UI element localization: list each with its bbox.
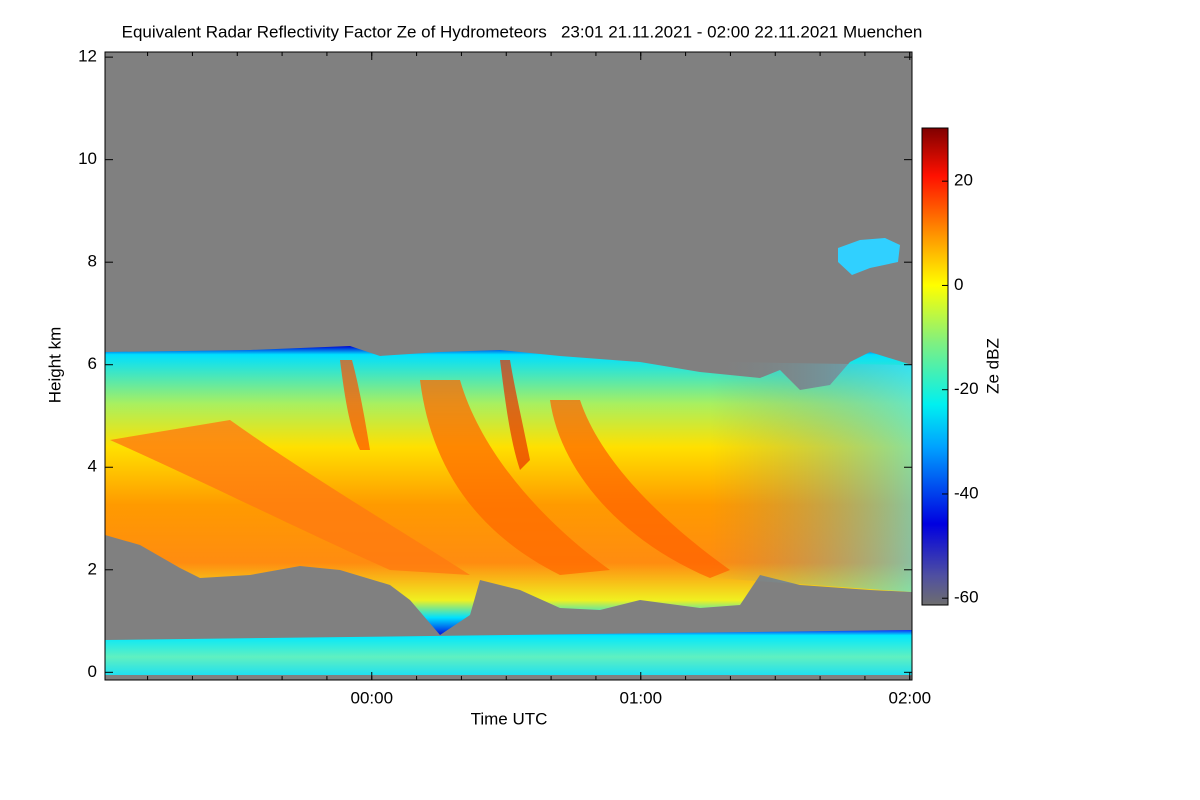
y-tick-label: 8 bbox=[88, 252, 97, 271]
echo-field bbox=[105, 238, 912, 675]
colorbar-tick-label: -60 bbox=[954, 588, 979, 607]
colorbar-tick-label: -40 bbox=[954, 483, 979, 502]
y-axis-label: Height km bbox=[45, 327, 64, 404]
plot-frame bbox=[104, 51, 913, 681]
x-axis-label: Time UTC bbox=[471, 709, 548, 728]
colorbar bbox=[921, 127, 949, 606]
colorbar-tick-label: 20 bbox=[954, 171, 973, 190]
y-tick-label: 12 bbox=[78, 47, 97, 66]
y-tick-label: 10 bbox=[78, 149, 97, 168]
y-tick-label: 2 bbox=[88, 559, 97, 578]
y-tick-label: 4 bbox=[88, 457, 97, 476]
colorbar-label: Ze dBZ bbox=[983, 338, 1002, 394]
chart-title: Equivalent Radar Reflectivity Factor Ze … bbox=[122, 22, 923, 41]
x-tick-label: 00:00 bbox=[350, 688, 393, 707]
y-tick-label: 6 bbox=[88, 354, 97, 373]
x-tick-label: 02:00 bbox=[888, 688, 931, 707]
y-tick-label: 0 bbox=[88, 662, 97, 681]
colorbar-tick-label: -20 bbox=[954, 379, 979, 398]
colorbar-tick-label: 0 bbox=[954, 275, 963, 294]
x-tick-label: 01:00 bbox=[619, 688, 662, 707]
